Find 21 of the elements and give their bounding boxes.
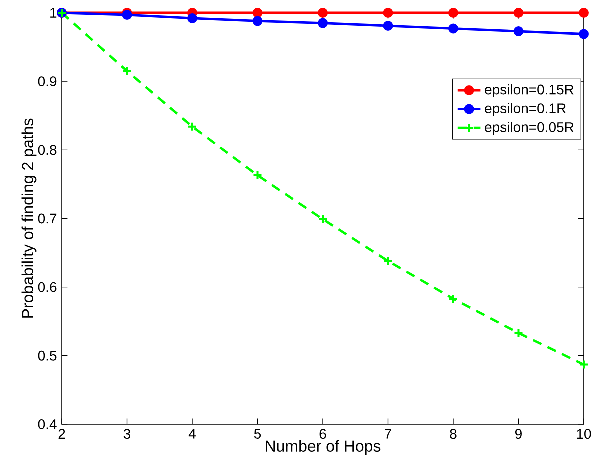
y-tick-label: 0.6 [38,282,57,292]
x-tick-label: 5 [254,429,262,439]
x-tick-label: 3 [124,429,131,440]
legend-label: epsilon=0.1R [485,103,566,116]
x-tick-label: 7 [385,429,392,439]
x-tick-label: 8 [450,429,457,440]
x-axis-title: Number of Hops [266,440,381,456]
x-tick-label: 9 [515,429,522,440]
legend-label: epsilon=0.05R [485,122,574,136]
y-tick-label: 0.4 [38,420,57,430]
y-tick-label: 0.9 [38,76,57,87]
y-tick-label: 1 [50,8,57,18]
x-tick-label: 2 [58,429,66,439]
y-tick-label: 0.7 [38,214,57,224]
x-tick-label: 4 [188,429,196,439]
x-tick-label: 10 [577,429,592,440]
y-tick-label: 0.5 [38,350,57,361]
x-tick-label: 6 [320,429,326,440]
y-axis-title: Probability of finding 2 paths [22,118,37,318]
y-tick-label: 0.8 [38,145,57,156]
legend-label: epsilon=0.15R [485,84,574,98]
